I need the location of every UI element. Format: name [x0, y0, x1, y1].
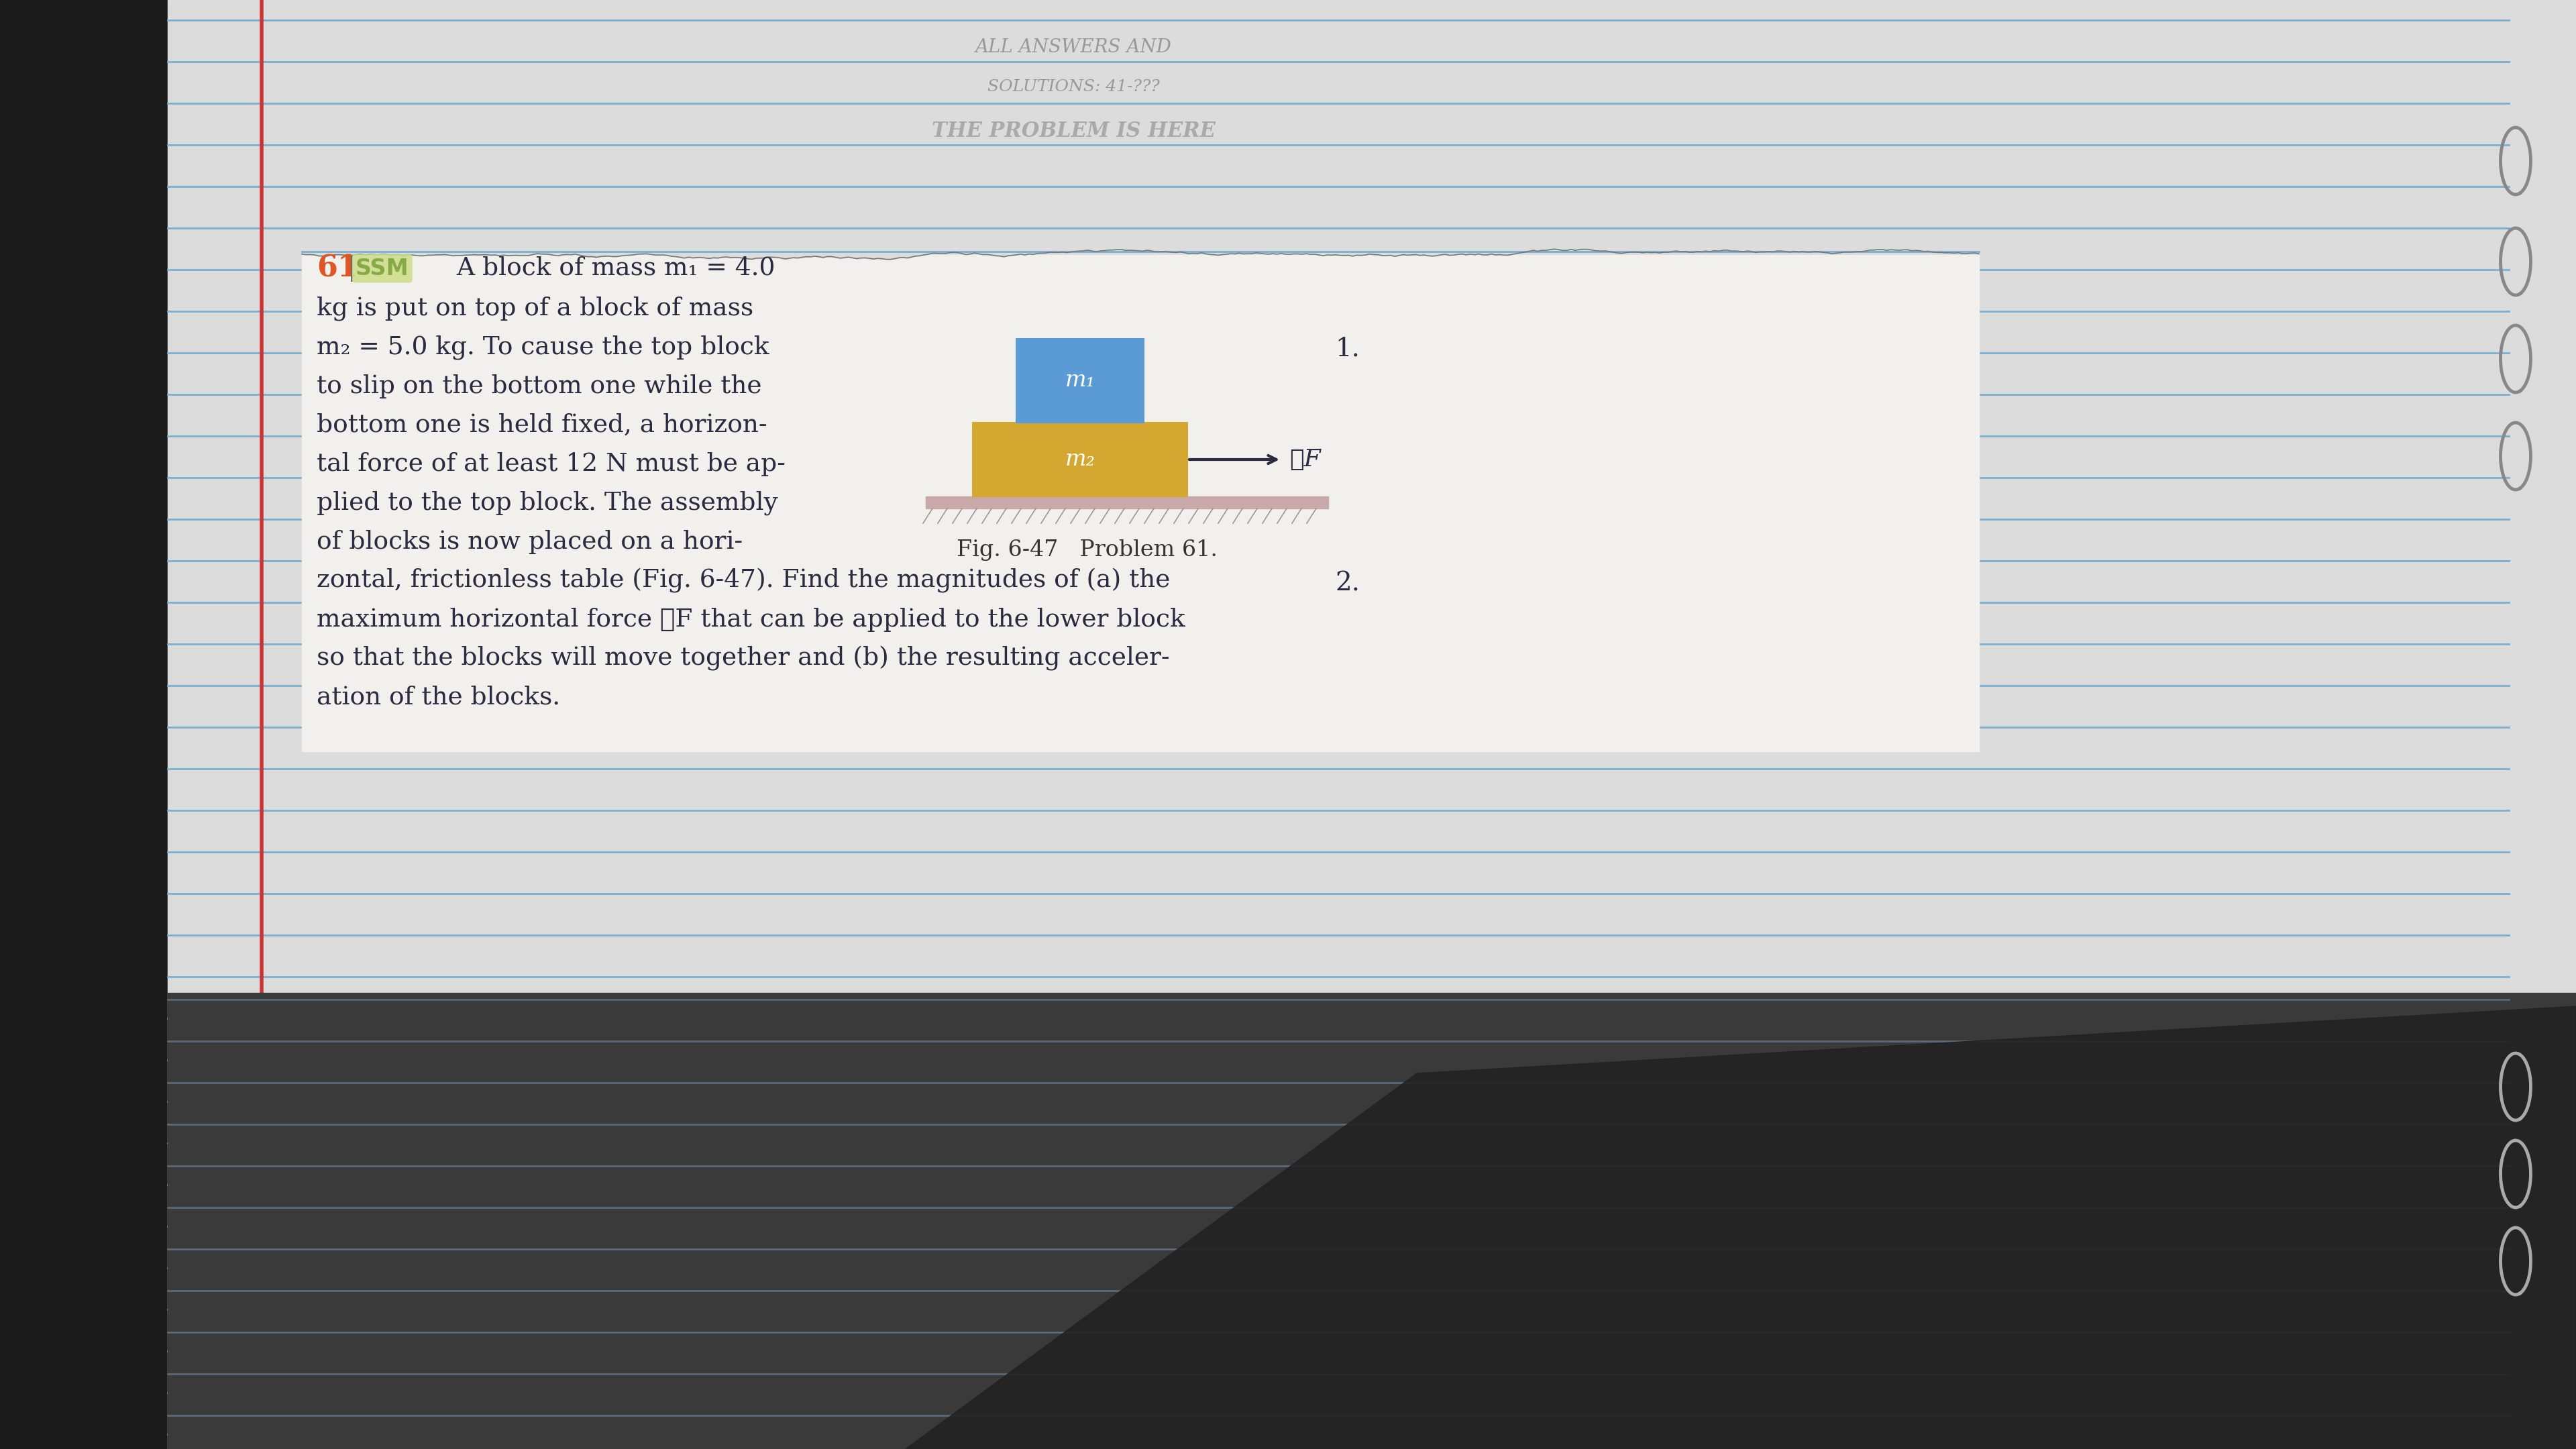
- Text: tal force of at least 12 N must be ap-: tal force of at least 12 N must be ap-: [317, 452, 786, 477]
- Text: kg is put on top of a block of mass: kg is put on top of a block of mass: [317, 297, 752, 320]
- Text: SOLUTIONS: 41-???: SOLUTIONS: 41-???: [987, 80, 1159, 96]
- Text: of blocks is now placed on a hori-: of blocks is now placed on a hori-: [317, 530, 742, 554]
- Text: so that the blocks will move together and (b) the resulting acceler-: so that the blocks will move together an…: [317, 646, 1170, 671]
- Text: THE PROBLEM IS HERE: THE PROBLEM IS HERE: [933, 120, 1216, 141]
- Text: maximum horizontal force ⃗F that can be applied to the lower block: maximum horizontal force ⃗F that can be …: [317, 607, 1185, 632]
- Text: m₁: m₁: [1064, 369, 1095, 391]
- Polygon shape: [907, 1006, 2576, 1449]
- Bar: [974, 423, 1188, 497]
- Bar: [0, 0, 167, 1449]
- Text: m₂: m₂: [1064, 449, 1095, 471]
- Text: m₂ = 5.0 kg. To cause the top block: m₂ = 5.0 kg. To cause the top block: [317, 335, 770, 359]
- Text: 61: 61: [317, 254, 358, 283]
- Text: SSM: SSM: [355, 258, 410, 280]
- Text: A block of mass m₁ = 4.0: A block of mass m₁ = 4.0: [456, 256, 775, 281]
- Text: zontal, frictionless table (Fig. 6-47). Find the magnitudes of (a) the: zontal, frictionless table (Fig. 6-47). …: [317, 568, 1170, 593]
- Text: Fig. 6-47   Problem 61.: Fig. 6-47 Problem 61.: [956, 539, 1218, 561]
- Text: 2.: 2.: [1334, 571, 1360, 596]
- Bar: [167, 993, 2576, 1449]
- Text: to slip on the bottom one while the: to slip on the bottom one while the: [317, 374, 762, 398]
- Bar: [1018, 339, 1144, 423]
- Bar: [301, 255, 1978, 752]
- Text: plied to the top block. The assembly: plied to the top block. The assembly: [317, 491, 778, 516]
- Bar: [925, 497, 1329, 509]
- Text: ALL ANSWERS AND: ALL ANSWERS AND: [976, 38, 1172, 57]
- Text: 1.: 1.: [1334, 336, 1360, 361]
- Text: ⃗F: ⃗F: [1291, 448, 1321, 471]
- Text: ation of the blocks.: ation of the blocks.: [317, 685, 559, 710]
- Text: bottom one is held fixed, a horizon-: bottom one is held fixed, a horizon-: [317, 413, 768, 438]
